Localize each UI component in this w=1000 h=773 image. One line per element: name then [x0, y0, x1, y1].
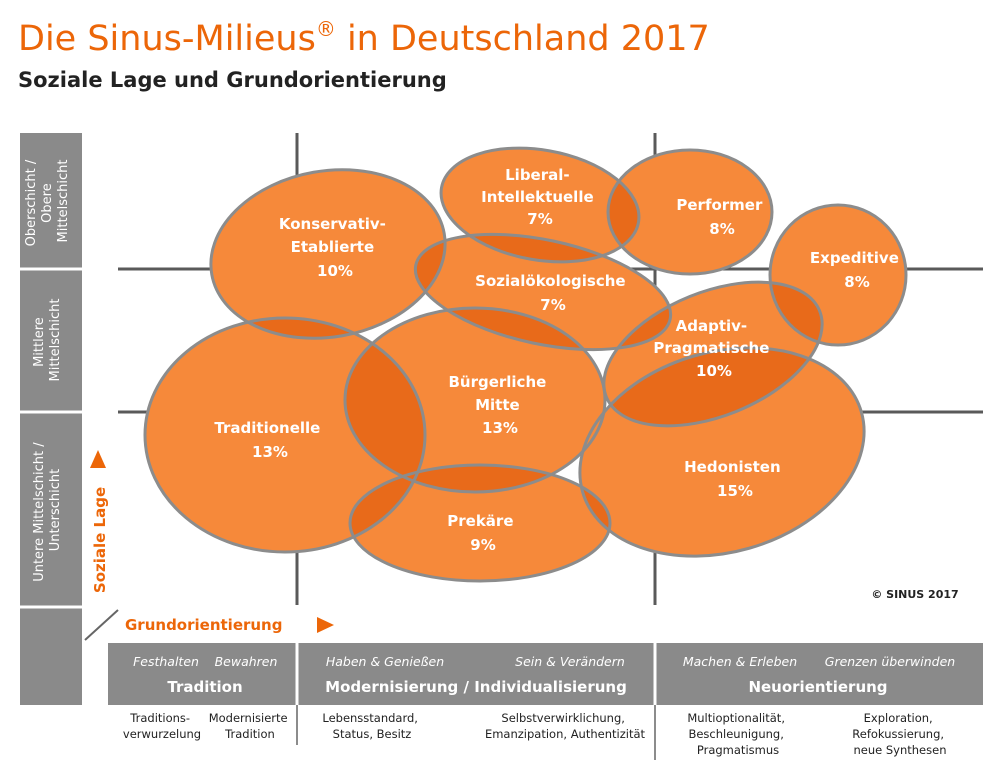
- x-sub-bewahren: Bewahren: [215, 654, 278, 669]
- page-subtitle: Soziale Lage und Grundorientierung: [18, 68, 447, 92]
- arrow-up-icon: [90, 450, 106, 468]
- desc-modernisierte: Modernisierte Tradition: [209, 711, 292, 741]
- arrow-right-icon: [317, 617, 334, 633]
- label-traditionelle: Traditionelle 13%: [214, 419, 325, 461]
- x-section-modernisierung: Modernisierung / Individualisierung: [325, 678, 627, 696]
- milieu-bubbles: [145, 148, 906, 581]
- desc-lebensstandard: Lebensstandard, Status, Besitz: [322, 711, 421, 741]
- y-axis-label: Soziale Lage: [91, 487, 109, 593]
- bubble-performer: [608, 150, 772, 274]
- x-sub-machen: Machen & Erleben: [683, 654, 797, 669]
- label-buergerliche: Bürgerliche Mitte 13%: [448, 373, 551, 437]
- axis-corner-line: [84, 609, 119, 641]
- page-title: Die Sinus-Milieus® in Deutschland 2017: [18, 17, 710, 59]
- x-axis-label: Grundorientierung: [125, 616, 282, 634]
- y-axis-panel: Oberschicht / Obere Mittelschicht Mittle…: [20, 133, 82, 705]
- y-level-upper: Oberschicht / Obere Mittelschicht: [24, 156, 71, 247]
- milieu-labels: Konservativ- Etablierte 10% Liberal- Int…: [214, 166, 904, 554]
- copyright-text: © SINUS 2017: [871, 588, 958, 601]
- y-level-lower: Untere Mittelschicht / Unterschicht: [32, 438, 63, 582]
- x-axis-bar: Festhalten Bewahren Tradition Haben & Ge…: [108, 643, 983, 760]
- x-sub-sein: Sein & Verändern: [515, 654, 625, 669]
- x-section-neuorientierung: Neuorientierung: [748, 678, 887, 696]
- bubble-prekaere: [350, 465, 610, 581]
- x-sub-grenzen: Grenzen überwinden: [825, 654, 956, 669]
- label-sozialoeko: Sozialökologische 7%: [475, 272, 631, 314]
- desc-selbstverwirklichung: Selbstverwirklichung, Emanzipation, Auth…: [485, 711, 646, 741]
- x-sub-haben: Haben & Genießen: [326, 654, 444, 669]
- y-level-middle: Mittlere Mittelschicht: [32, 299, 63, 382]
- label-adaptiv: Adaptiv- Pragmatische 10%: [653, 317, 774, 380]
- bubble-konservativ: [210, 169, 446, 339]
- x-descriptions: Traditions- verwurzelung Modernisierte T…: [123, 711, 947, 757]
- bubble-outlines: [143, 146, 908, 583]
- label-konservativ: Konservativ- Etablierte 10%: [279, 215, 391, 280]
- label-expeditive: Expeditive 8%: [810, 249, 904, 291]
- label-performer: Performer 8%: [676, 196, 767, 238]
- x-section-tradition: Tradition: [167, 678, 242, 696]
- label-prekaere: Prekäre 9%: [447, 512, 518, 554]
- x-sub-festhalten: Festhalten: [133, 654, 199, 669]
- label-hedonisten: Hedonisten 15%: [684, 458, 786, 500]
- desc-exploration: Exploration, Refokussierung, neue Synthe…: [852, 711, 947, 757]
- desc-traditions: Traditions- verwurzelung: [123, 711, 201, 741]
- label-liberal: Liberal- Intellektuelle 7%: [481, 166, 599, 228]
- desc-multioptionalitaet: Multioptionalität, Beschleunigung, Pragm…: [687, 711, 788, 757]
